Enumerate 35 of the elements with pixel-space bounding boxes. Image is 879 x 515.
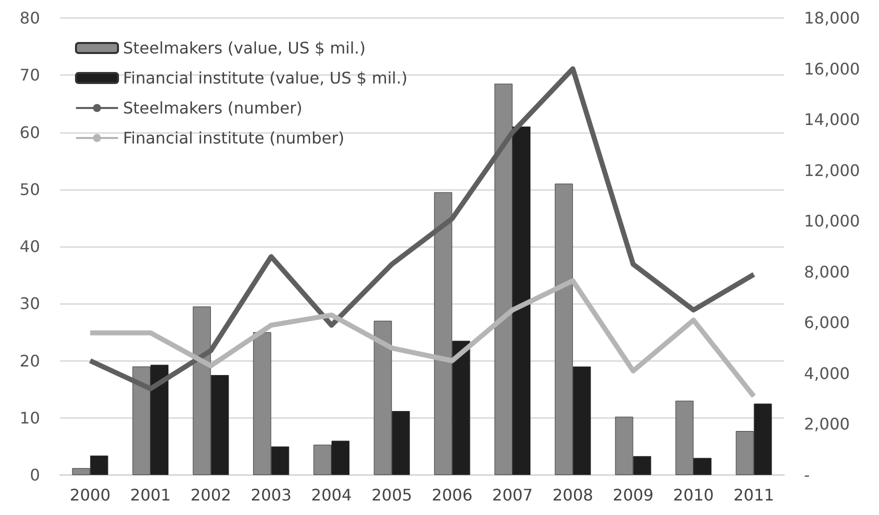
x-tick-label: 2008 [552, 486, 594, 504]
y-tick-label: 50 [20, 180, 40, 199]
y-tick-label: 10 [20, 408, 40, 428]
y2-tick-label: - [804, 466, 810, 484]
y2-tick-label: 8,000 [804, 262, 850, 282]
x-tick-label: 2007 [492, 486, 533, 504]
x-tick-label: 2009 [612, 486, 654, 504]
y-tick-label: 0 [30, 466, 40, 484]
y2-tick-label: 16,000 [804, 59, 860, 78]
y-tick-label: 20 [20, 351, 40, 370]
legend-label: Steelmakers (value, US $ mil.) [123, 38, 366, 58]
legend-label: Steelmakers (number) [123, 98, 302, 118]
x-tick-label: 2002 [190, 486, 232, 504]
x-tick-label: 2010 [673, 486, 714, 504]
x-tick-label: 2001 [130, 486, 171, 504]
legend-label: Financial institute (value, US $ mil.) [123, 68, 408, 88]
x-tick-label: 2011 [733, 486, 774, 504]
y2-tick-label: 4,000 [804, 364, 850, 383]
x-tick-label: 2000 [70, 486, 111, 504]
legend-label: Financial institute (number) [123, 128, 344, 148]
x-tick-label: 2005 [371, 486, 412, 504]
y2-tick-label: 12,000 [804, 160, 860, 180]
y2-tick-label: 18,000 [804, 8, 860, 28]
y-tick-label: 60 [20, 122, 40, 142]
y2-tick-label: 14,000 [804, 110, 860, 130]
x-tick-label: 2006 [432, 486, 473, 504]
x-tick-label: 2004 [311, 486, 352, 504]
y-tick-label: 70 [20, 66, 40, 85]
y-tick-label: 80 [20, 8, 40, 28]
x-tick-label: 2003 [250, 486, 292, 504]
y2-tick-label: 6,000 [804, 313, 850, 332]
y2-tick-label: 10,000 [804, 212, 860, 231]
y-tick-label: 30 [20, 294, 40, 314]
y2-tick-label: 2,000 [804, 414, 850, 434]
y-tick-label: 40 [20, 237, 40, 256]
